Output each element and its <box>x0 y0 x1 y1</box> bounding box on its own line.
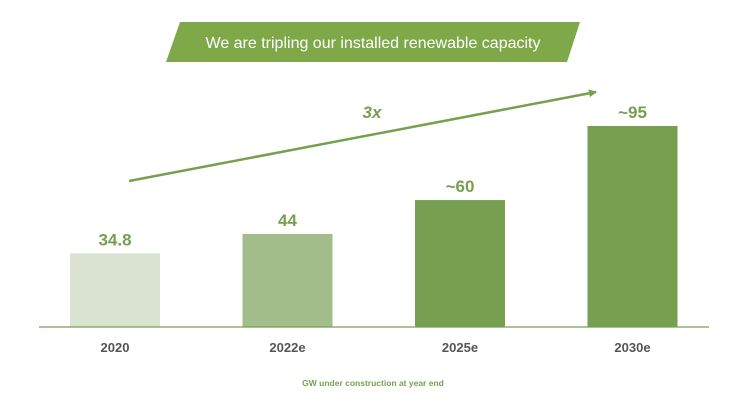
bar-2022e <box>242 233 333 327</box>
title-banner-shape <box>166 22 580 62</box>
x-tick-label-2022e: 2022e <box>269 340 305 355</box>
bar-2020 <box>70 253 160 327</box>
growth-arrow <box>128 89 597 183</box>
bar-2030e <box>587 126 678 327</box>
value-label-2022e: 44 <box>278 211 297 230</box>
chart-title: We are tripling our installed renewable … <box>206 35 541 52</box>
value-label-2025e: ~60 <box>446 177 475 196</box>
x-tick-label-2020: 2020 <box>101 340 130 355</box>
value-label-2020: 34.8 <box>98 230 131 249</box>
title-banner: We are tripling our installed renewable … <box>166 22 580 62</box>
plot-area: 34.8 2020 44 2022e ~60 2025e ~95 2030e <box>70 103 678 355</box>
x-tick-label-2030e: 2030e <box>614 340 650 355</box>
growth-annotation: 3x <box>128 89 597 183</box>
value-label-2030e: ~95 <box>618 103 647 122</box>
x-tick-label-2025e: 2025e <box>442 340 478 355</box>
growth-multiplier-label: 3x <box>363 103 383 122</box>
bar-2025e <box>415 200 505 327</box>
chart-caption: GW under construction at year end <box>302 378 444 388</box>
